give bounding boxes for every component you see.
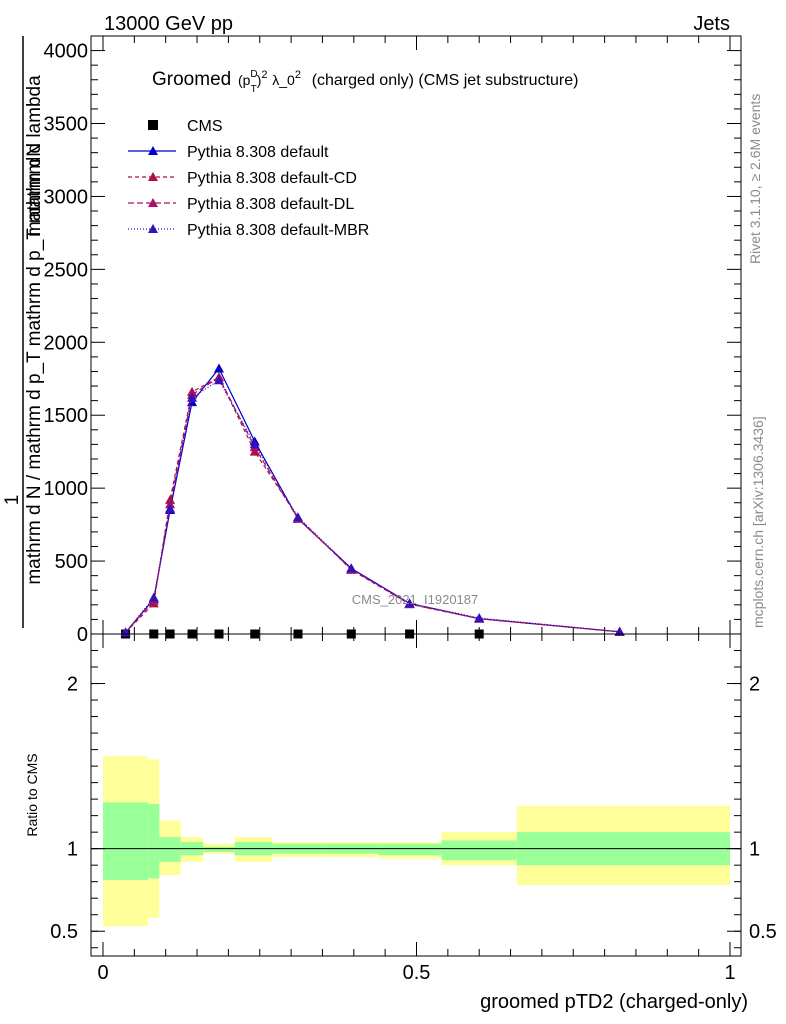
y-tick-label: 2000 xyxy=(44,332,89,354)
legend: CMS Pythia 8.308 default Pythia 8.308 defa… xyxy=(128,118,369,239)
legend-label-default_dl: Pythia 8.308 default-DL xyxy=(187,196,354,213)
x-tick-label: 0.5 xyxy=(403,962,431,984)
ratio-band-inner-8 xyxy=(378,843,442,856)
legend-label-default_cd: Pythia 8.308 default-CD xyxy=(187,170,357,187)
y-axis-label: 1 mathrm dN mathrm d N / mathrm d p_T ma… xyxy=(2,36,45,628)
data-point-default_mbr xyxy=(249,439,260,449)
ratio-band-inner-2 xyxy=(159,837,181,862)
data-point-default_mbr xyxy=(148,592,159,602)
ratio-y-axis-label: Ratio to CMS xyxy=(24,753,40,836)
x-tick-label: 0 xyxy=(97,962,108,984)
y-axis-label-one: 1 xyxy=(2,495,23,506)
y-axis-label-denominator: mathrm d N / mathrm d p_T mathrm d p_T m… xyxy=(24,75,45,585)
legend-marker-default_cd xyxy=(148,172,158,181)
ratio-y-tick-label: 1 xyxy=(67,839,78,861)
y-tick-label: 1500 xyxy=(44,405,89,427)
header-category-label: Jets xyxy=(693,13,730,35)
header-energy-label: 13000 GeV pp xyxy=(104,13,233,35)
legend-label-default: Pythia 8.308 default xyxy=(187,144,329,161)
y-tick-label: 500 xyxy=(55,551,88,573)
ratio-plot-panel: 0 0.5 1 0.5 0.5 1 1 2 2 xyxy=(50,633,777,984)
data-point-default_mbr xyxy=(474,612,485,622)
x-axis-label: groomed pTD2 (charged-only) xyxy=(480,991,748,1013)
legend-label-cms: CMS xyxy=(187,118,223,135)
y-tick-label: 3000 xyxy=(44,186,89,208)
legend-marker-cms xyxy=(148,120,158,130)
data-point-default_mbr xyxy=(404,598,415,608)
legend-marker-default_dl xyxy=(148,198,158,207)
ratio-y-tick-label-right: 2 xyxy=(749,674,760,696)
chart-title-lambda: λ_0 xyxy=(272,72,295,88)
y-tick-label: 1000 xyxy=(44,478,89,500)
x-tick-label: 1 xyxy=(724,962,735,984)
legend-label-default_mbr: Pythia 8.308 default-MBR xyxy=(187,222,369,239)
ratio-band-inner-0 xyxy=(103,802,149,881)
ratio-band-inner-4 xyxy=(203,847,235,852)
legend-marker-default_mbr xyxy=(148,224,158,233)
analysis-watermark: CMS_2021_I1920187 xyxy=(352,592,479,607)
rivet-version-label: Rivet 3.1.10, ≥ 2.6M events xyxy=(747,94,763,264)
ratio-band-inner-9 xyxy=(441,840,517,861)
data-point-default_mbr xyxy=(187,392,198,402)
chart-title: Groomed (pD T)2 λ_02 (charged only) (CMS … xyxy=(152,63,578,95)
mcplots-reference-label: mcplots.cern.ch [arXiv:1306.3436] xyxy=(750,416,766,628)
chart-title-pre: Groomed xyxy=(152,69,231,90)
ratio-y-tick-label: 0.5 xyxy=(50,921,78,943)
ratio-y-tick-label-right: 0.5 xyxy=(749,921,777,943)
chart-title-tail: (charged only) (CMS jet substructure) xyxy=(312,72,579,89)
data-point-default_mbr xyxy=(346,563,357,573)
y-axis-label-numerator: mathrm dN xyxy=(24,143,45,237)
y-tick-label: 2500 xyxy=(44,259,89,281)
ratio-panel-frame xyxy=(90,633,742,957)
data-point-default_mbr xyxy=(213,375,224,385)
ratio-y-tick-label-right: 1 xyxy=(749,839,760,861)
data-point-default_mbr xyxy=(165,503,176,513)
data-point-default xyxy=(213,363,224,373)
legend-marker-default xyxy=(148,146,158,155)
ratio-band-inner-1 xyxy=(148,804,160,879)
y-tick-label: 0 xyxy=(77,624,88,646)
ratio-y-tick-label: 2 xyxy=(67,674,78,696)
data-point-default_mbr xyxy=(292,512,303,522)
y-tick-label: 4000 xyxy=(44,41,89,63)
y-tick-label: 3500 xyxy=(44,114,89,136)
